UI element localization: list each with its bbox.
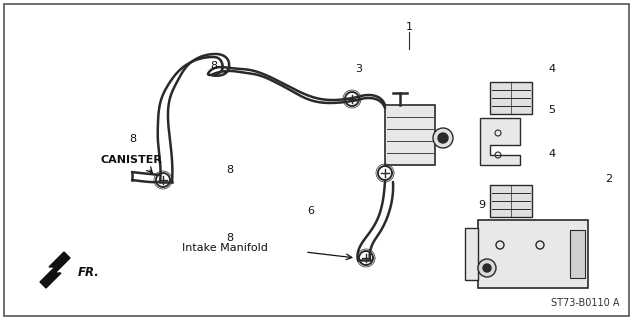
Text: 8: 8 [226, 164, 234, 175]
Text: 1: 1 [405, 22, 413, 32]
Bar [490, 82, 532, 114]
Text: Intake Manifold: Intake Manifold [182, 243, 268, 253]
Circle shape [478, 259, 496, 277]
Bar [478, 220, 588, 288]
Text: 8: 8 [129, 134, 137, 144]
Polygon shape [40, 252, 70, 288]
Text: 6: 6 [307, 206, 314, 216]
Text: 4: 4 [548, 64, 555, 74]
Text: 8: 8 [226, 233, 234, 244]
Text: 5: 5 [548, 105, 555, 116]
Text: 3: 3 [354, 64, 362, 74]
Bar [465, 228, 478, 280]
Circle shape [483, 264, 491, 272]
Text: FR.: FR. [78, 266, 100, 278]
Bar [385, 105, 435, 165]
Text: 4: 4 [548, 148, 555, 159]
Polygon shape [480, 118, 520, 165]
Circle shape [438, 133, 448, 143]
Text: 2: 2 [605, 174, 612, 184]
Text: 8: 8 [210, 60, 218, 71]
Bar [490, 185, 532, 217]
Bar [570, 230, 585, 278]
Text: ST73-B0110 A: ST73-B0110 A [552, 298, 620, 308]
Text: 9: 9 [478, 200, 486, 210]
Text: CANISTER: CANISTER [100, 155, 162, 165]
Circle shape [433, 128, 453, 148]
